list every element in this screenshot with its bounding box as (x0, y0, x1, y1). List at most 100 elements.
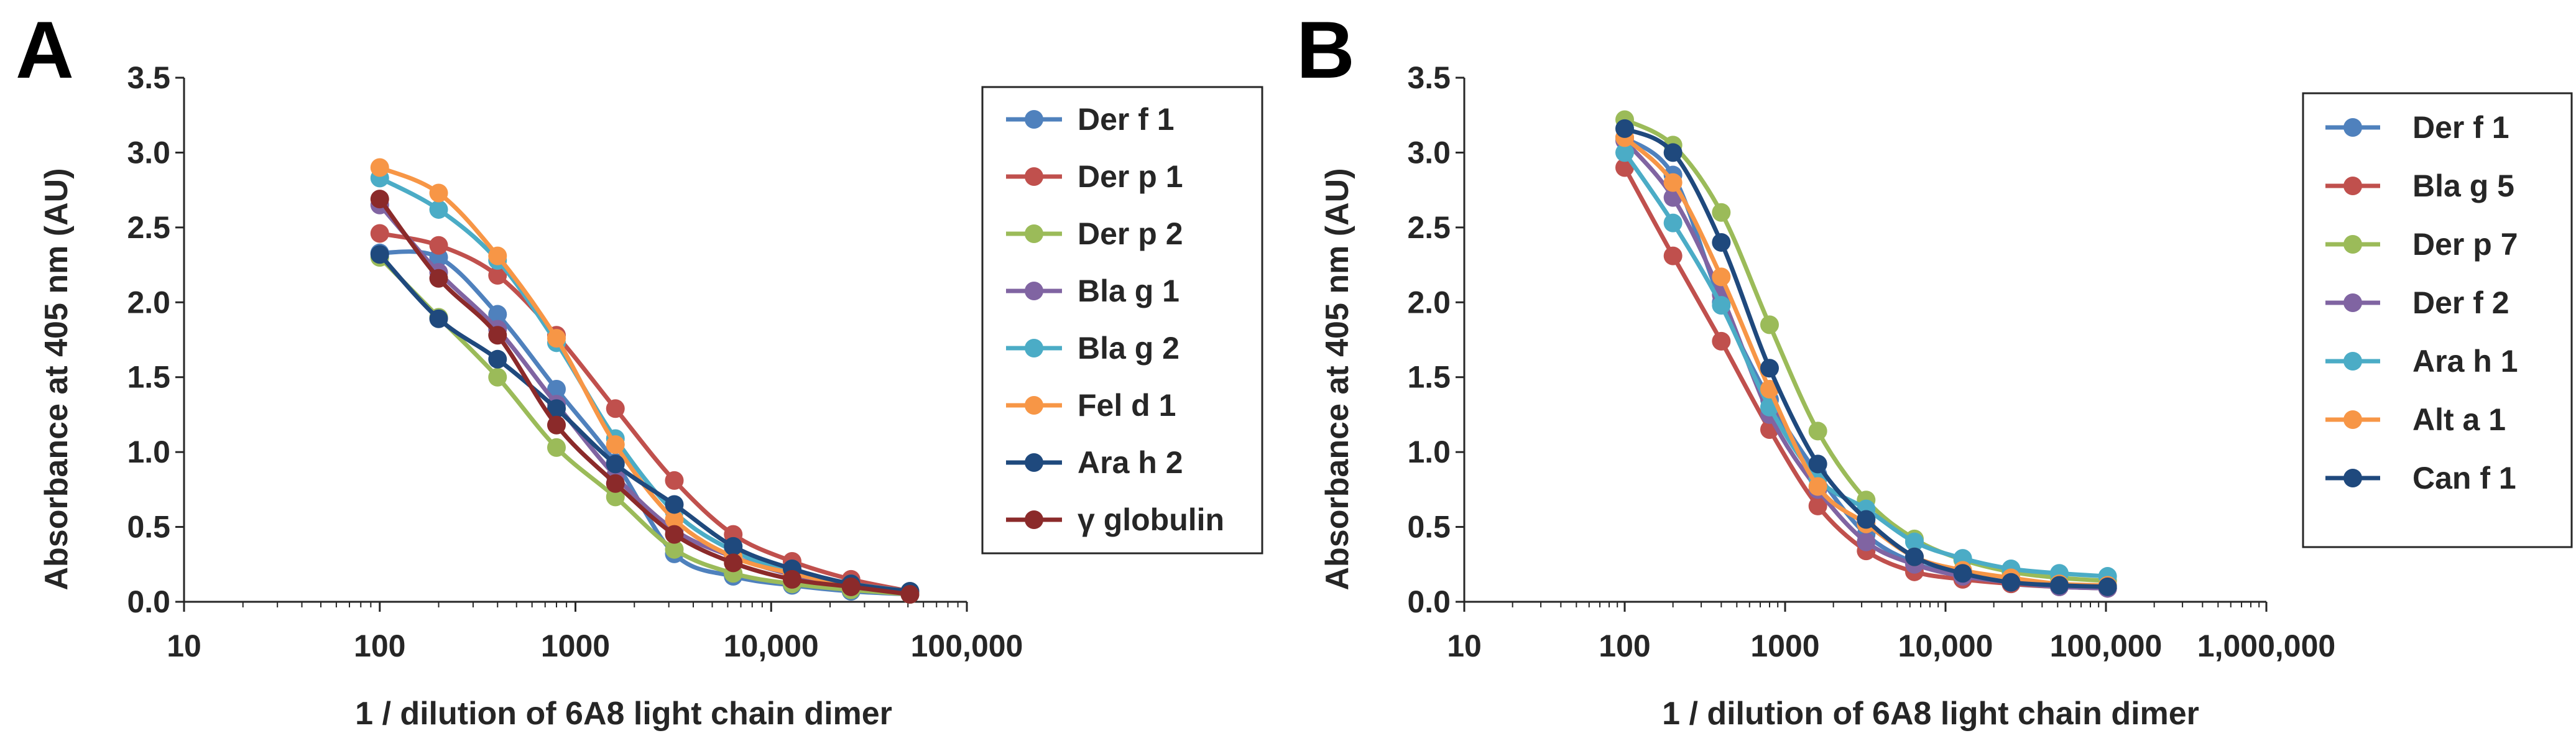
panel-a-y-tick-label: 3.0 (127, 135, 170, 170)
panel-a-legend-swatch-marker (1025, 339, 1043, 357)
panel-a-data-point-der-p-1 (488, 265, 507, 285)
panel-b-legend-label: Ara h 1 (2412, 344, 2518, 379)
panel-a-data-point-globulin (782, 569, 801, 589)
panel-b-chart: B 1 / dilution of 6A8 light chain dimer … (1296, 4, 2573, 732)
panel-a-x-tick-label: 1000 (541, 629, 610, 663)
panel-b-letter: B (1296, 4, 1355, 95)
panel-b-legend-item-alt-a-1: Alt a 1 (2325, 402, 2506, 437)
panel-a-data-point-der-p-1 (370, 224, 389, 243)
panel-b-data-point-ara-h-1 (1615, 143, 1634, 162)
panel-b-legend-item-der-f-2: Der f 2 (2325, 285, 2509, 320)
panel-a-data-point-fel-d-1 (429, 183, 448, 203)
panel-a-legend-swatch-marker (1025, 282, 1043, 300)
panel-a-data-point-globulin (724, 553, 743, 573)
panel-b-data-point-can-f-1 (1857, 510, 1876, 529)
panel-a-legend-item-der-p-2: Der p 2 (1006, 216, 1183, 251)
panel-a-data-point-globulin (488, 326, 507, 345)
panel-a-data-point-globulin (665, 525, 684, 544)
panel-a-series-line-der-p-2 (378, 256, 910, 597)
panel-b-x-tick-label: 100,000 (2050, 629, 2163, 663)
panel-a-x-tick-label: 10 (167, 629, 201, 663)
panel-a-series-line-der-p-1 (379, 231, 911, 594)
panel-b-data-point-der-p-7 (1760, 315, 1779, 334)
panel-a-data-point-ara-h-2 (665, 495, 684, 514)
panel-a-legend-item-der-p-1: Der p 1 (1006, 159, 1183, 194)
panel-a-data-point-fel-d-1 (547, 329, 566, 348)
panel-a-legend-label: Ara h 2 (1078, 445, 1183, 480)
panel-b-x-tick-label: 1,000,000 (2197, 629, 2335, 663)
panel-a-legend-swatch-marker (1025, 110, 1043, 129)
panel-b-data-point-der-p-7 (1808, 422, 1827, 441)
panel-a-legend-label: Fel d 1 (1078, 388, 1176, 423)
panel-a-data-point-globulin (900, 584, 920, 604)
panel-a-chart: A 1 / dilution of 6A8 light chain dimer … (16, 4, 1263, 732)
panel-a-legend-swatch-marker (1025, 167, 1043, 186)
panel-a-legend-label: γ globulin (1078, 502, 1224, 537)
panel-a-data-point-ara-h-2 (547, 399, 566, 418)
panel-b-y-tick-label: 1.5 (1407, 360, 1451, 395)
panel-a-data-point-globulin (841, 577, 861, 596)
panel-a-data-point-fel-d-1 (488, 246, 507, 265)
panel-a-legend-swatch-marker (1025, 510, 1043, 529)
panel-b-legend-item-ara-h-1: Ara h 1 (2325, 344, 2518, 379)
panel-a-series-bla-g-2 (370, 168, 920, 601)
panel-a-y-tick-label: 1.0 (127, 435, 170, 469)
panel-a-data-point-fel-d-1 (665, 510, 684, 529)
panel-b-data-point-can-f-1 (2098, 577, 2117, 596)
panel-a-legend-item-bla-g-1: Bla g 1 (1006, 274, 1180, 308)
panel-b-legend-label: Der f 1 (2412, 110, 2509, 145)
panel-b-data-point-can-f-1 (1615, 119, 1634, 138)
panel-b-x-tick-label: 10 (1447, 629, 1482, 663)
panel-a-x-tick-label: 10,000 (724, 629, 819, 663)
panel-a-data-point-globulin (606, 474, 625, 493)
panel-b-data-point-alt-a-1 (1760, 379, 1779, 399)
panel-b-y-tick-label: 1.0 (1407, 435, 1451, 469)
panel-a-y-tick-label: 0.0 (127, 584, 170, 619)
panel-b-data-point-der-f-2 (1857, 532, 1876, 551)
panel-a-series-fel-d-1 (370, 158, 920, 602)
panel-b-y-tick-label: 3.0 (1407, 135, 1451, 170)
panel-a-legend-item-fel-d-1: Fel d 1 (1006, 388, 1176, 423)
panel-a-series-der-f-1 (370, 243, 920, 604)
panel-b-x-axis-title: 1 / dilution of 6A8 light chain dimer (1662, 696, 2199, 732)
panel-a-series-der-p-1 (370, 224, 920, 601)
panel-b-data-point-ara-h-1 (1663, 213, 1683, 233)
panel-b-data-point-can-f-1 (1808, 454, 1827, 474)
panel-b-data-point-can-f-1 (1904, 547, 1924, 566)
panel-b-data-point-alt-a-1 (1808, 477, 1827, 496)
panel-a-data-point-ara-h-2 (606, 454, 625, 474)
panel-b-legend-swatch-marker (2343, 352, 2362, 371)
panel-a-y-tick-label: 0.5 (127, 510, 170, 545)
panel-b-data-point-alt-a-1 (1712, 267, 1731, 287)
panel-b-legend-label: Der p 7 (2412, 227, 2518, 262)
panel-a-series-ara-h-2 (370, 245, 920, 601)
panel-b-data-point-alt-a-1 (1663, 173, 1683, 192)
panel-b-legend-label: Der f 2 (2412, 285, 2509, 320)
panel-b-legend-swatch-marker (2343, 410, 2362, 429)
panel-a-x-tick-label: 100 (354, 629, 405, 663)
panel-b-data-point-can-f-1 (2049, 576, 2069, 595)
panel-a-y-tick-label: 2.0 (127, 285, 170, 320)
panel-a-y-tick-label: 1.5 (127, 360, 170, 395)
panel-a-series-line-bla-g-2 (379, 176, 910, 594)
panel-b-data-point-der-p-7 (1712, 203, 1731, 222)
panel-b-legend-label: Can f 1 (2412, 461, 2516, 495)
panel-b-legend-swatch-marker (2343, 469, 2362, 487)
panel-a-y-axis-title: Absorbance at 405 nm (AU) (39, 168, 75, 590)
panel-a-data-point-der-p-2 (488, 367, 507, 387)
panel-a-data-point-globulin (429, 269, 448, 288)
panel-a-data-point-ara-h-2 (488, 349, 507, 369)
panel-b-data-point-can-f-1 (1712, 233, 1731, 252)
panel-b-legend-item-can-f-1: Can f 1 (2325, 461, 2516, 495)
panel-a-data-point-der-p-2 (547, 438, 566, 457)
panel-b-legend-item-bla-g-5: Bla g 5 (2325, 168, 2514, 203)
panel-a-legend-label: Der p 1 (1078, 159, 1183, 194)
panel-a-series-line-fel-d-1 (379, 165, 910, 596)
panel-a-legend: Der f 1 Der p 1 Der p 2 Bla g 1 Bla g 2 Fel d… (981, 86, 1263, 555)
panel-a-legend-label: Bla g 2 (1078, 331, 1180, 366)
panel-a-legend-label: Der f 1 (1078, 102, 1175, 137)
panel-a-data-point-ara-h-2 (724, 537, 743, 556)
panel-a-y-tick-label: 2.5 (127, 210, 170, 245)
panel-a-data-point-der-p-1 (665, 471, 684, 490)
panel-a-data-point-fel-d-1 (370, 158, 389, 177)
